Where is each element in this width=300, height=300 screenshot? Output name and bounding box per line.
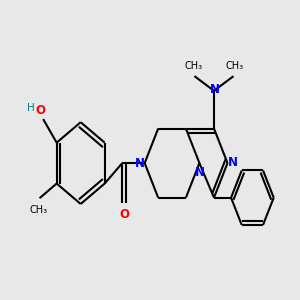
Text: N: N <box>194 166 204 179</box>
Text: CH₃: CH₃ <box>225 61 243 71</box>
Text: O: O <box>35 104 45 117</box>
Text: O: O <box>119 208 129 221</box>
Text: H: H <box>27 103 35 112</box>
Text: N: N <box>210 83 220 96</box>
Text: CH₃: CH₃ <box>30 205 48 215</box>
Text: CH₃: CH₃ <box>185 61 203 71</box>
Text: N: N <box>135 157 145 169</box>
Text: N: N <box>227 155 238 169</box>
